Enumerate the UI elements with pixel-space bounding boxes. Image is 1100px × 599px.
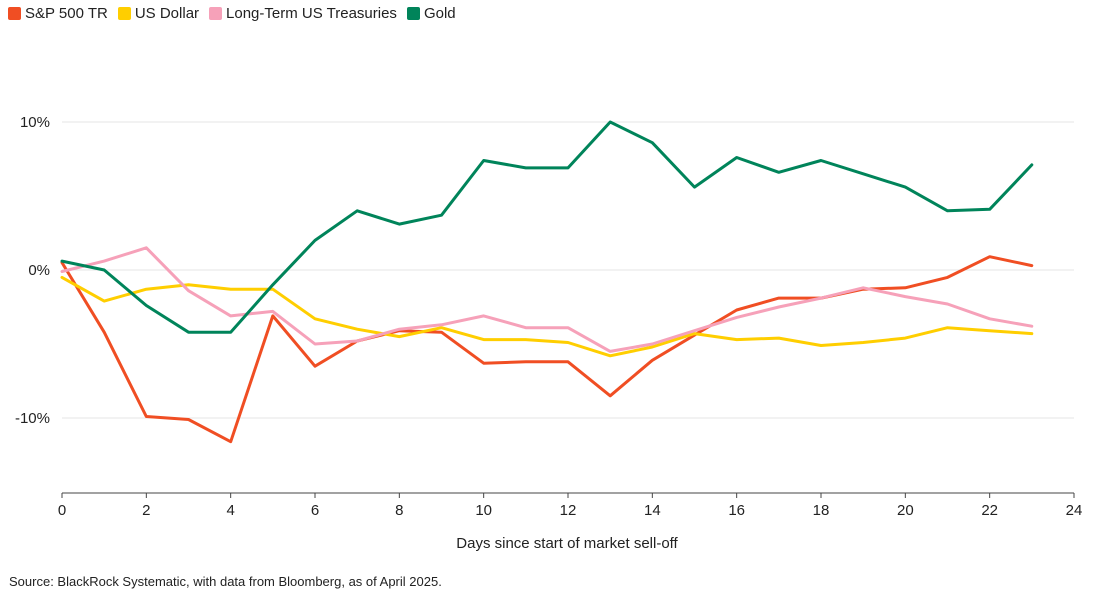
x-tick-label: 0 <box>58 502 66 519</box>
x-tick-label: 14 <box>644 502 661 519</box>
x-axis-title: Days since start of market sell-off <box>456 535 678 552</box>
series-line <box>60 275 1034 358</box>
legend-item: US Dollar <box>117 5 200 22</box>
legend-item: Long-Term US Treasuries <box>209 5 397 22</box>
legend-label: Gold <box>423 5 456 22</box>
legend-swatch <box>209 7 223 20</box>
y-tick-label: -10% <box>15 410 50 427</box>
x-tick-label: 10 <box>475 502 492 519</box>
legend-swatch <box>406 7 420 20</box>
legend-swatch <box>117 7 131 20</box>
x-axis: 0 2 4 6 8 10 12 14 16 18 20 22 24 <box>58 492 1083 519</box>
x-tick-label: 6 <box>311 502 319 519</box>
legend-item: Gold <box>406 5 456 22</box>
x-tick-label: 24 <box>1066 502 1083 519</box>
gridlines <box>62 121 1074 419</box>
series-line <box>60 255 1034 444</box>
x-tick-label: 4 <box>226 502 234 519</box>
x-tick-label: 8 <box>395 502 403 519</box>
legend-label: Long-Term US Treasuries <box>226 5 397 22</box>
y-tick-label: 10% <box>20 114 50 131</box>
x-tick-label: 16 <box>728 502 745 519</box>
y-axis-labels: 10% 0% -10% <box>15 114 50 427</box>
legend-label: S&P 500 TR <box>25 5 108 22</box>
x-tick-label: 20 <box>897 502 914 519</box>
series-lines <box>60 120 1034 444</box>
legend-swatch <box>8 7 21 20</box>
source-note: Source: BlackRock Systematic, with data … <box>9 574 442 589</box>
chart-legend: S&P 500 TR US Dollar Long-Term US Treasuri… <box>8 5 466 22</box>
x-tick-label: 12 <box>560 502 577 519</box>
legend-item: S&P 500 TR <box>8 5 108 22</box>
legend-label: US Dollar <box>134 5 200 22</box>
series-line <box>60 246 1034 353</box>
x-tick-label: 22 <box>981 502 998 519</box>
x-tick-label: 2 <box>142 502 150 519</box>
y-tick-label: 0% <box>28 262 50 279</box>
series-line <box>60 120 1034 334</box>
x-tick-label: 18 <box>813 502 830 519</box>
